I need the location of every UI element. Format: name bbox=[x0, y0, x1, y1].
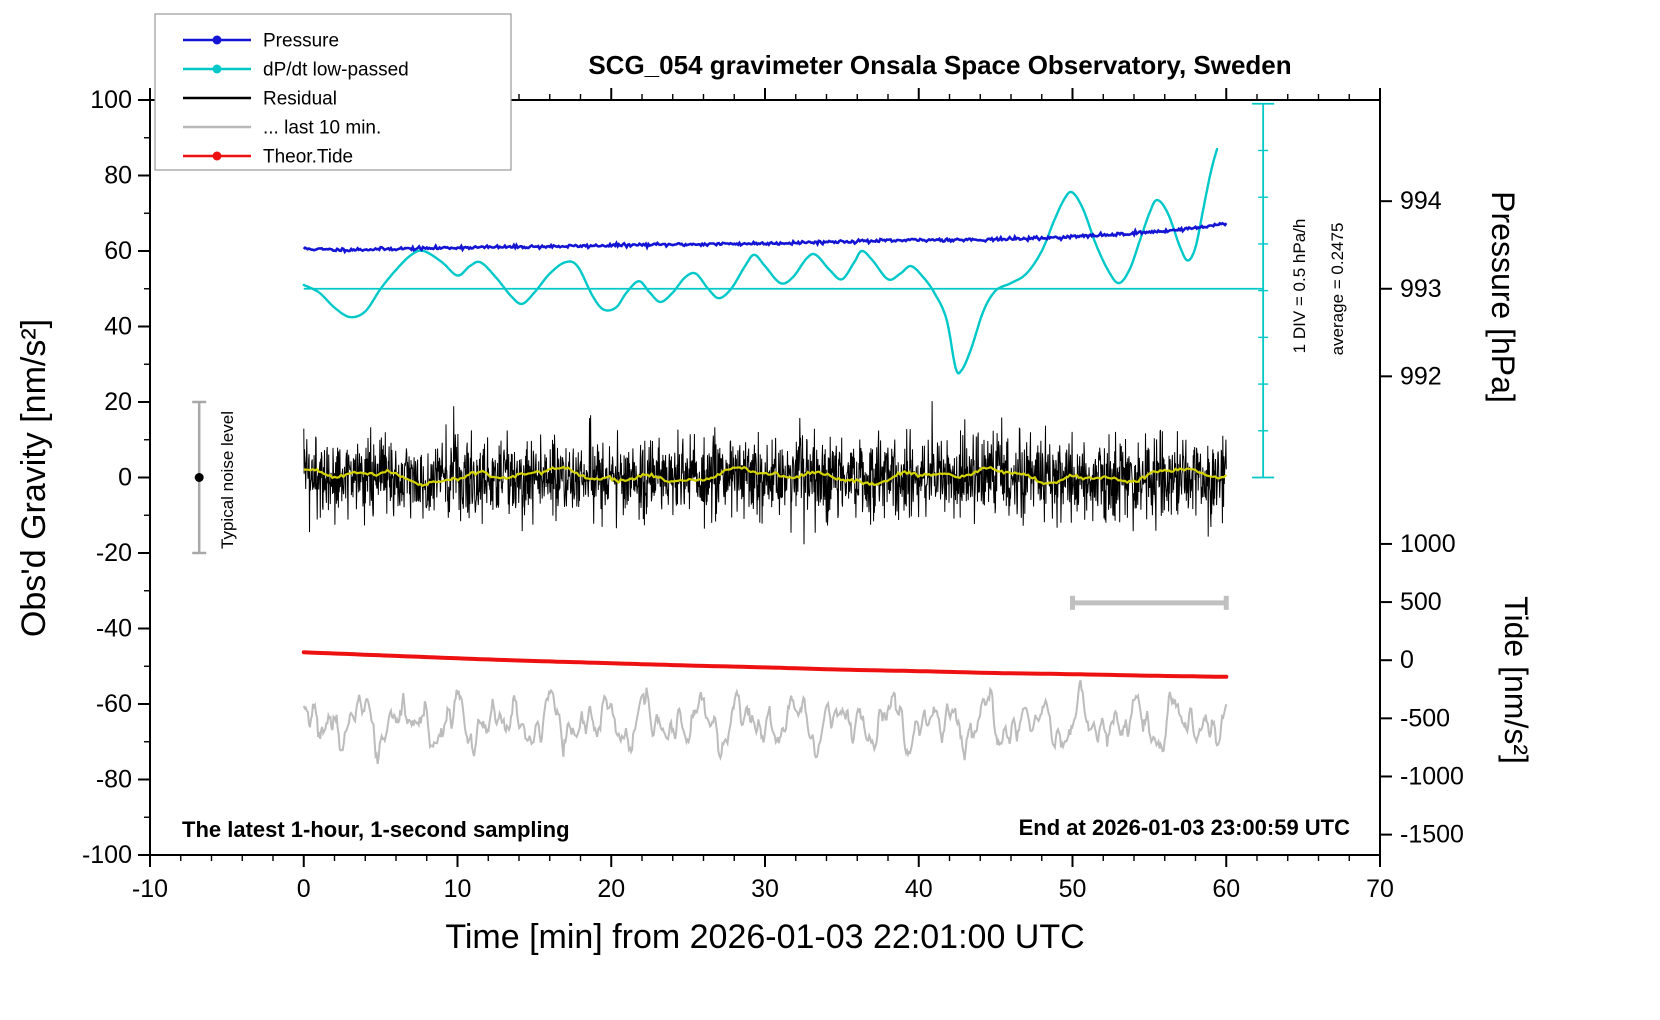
tide-tick-label: -1500 bbox=[1400, 821, 1464, 849]
y-tick-label: -100 bbox=[82, 841, 132, 869]
series-residual_mean bbox=[303, 465, 1228, 487]
y-tick-label: 0 bbox=[118, 464, 132, 492]
legend-label-residual: Residual bbox=[263, 89, 337, 110]
x-tick-label: 10 bbox=[444, 875, 472, 903]
right-axis-ticks: 994 993 992 1000 500 0 -500 -1000 -1500 bbox=[1380, 187, 1464, 849]
y-axis-ticks: -100 -80 -60 -40 -20 0 20 40 60 80 100 bbox=[82, 86, 150, 869]
tide-tick-label: -500 bbox=[1400, 704, 1450, 732]
chart-axes: -10 0 10 20 30 40 50 60 70-100-80-60-40-20020406… bbox=[82, 86, 1464, 903]
y-tick-label: -40 bbox=[96, 615, 132, 643]
series-pressure bbox=[302, 221, 1228, 255]
y-tick-label: 100 bbox=[90, 86, 132, 114]
tide-tick-label: -1000 bbox=[1400, 762, 1464, 790]
y-tick-label: 80 bbox=[104, 162, 132, 190]
legend-label-tide: Theor.Tide bbox=[263, 147, 353, 168]
series-tide bbox=[301, 650, 1229, 679]
sampling-note: The latest 1-hour, 1-second sampling bbox=[182, 817, 570, 842]
x-tick-label: 0 bbox=[297, 875, 311, 903]
x-tick-label: 30 bbox=[751, 875, 779, 903]
x-axis-label: Time [min] from 2026-01-03 22:01:00 UTC bbox=[445, 918, 1084, 956]
x-tick-label: 70 bbox=[1366, 875, 1394, 903]
x-axis-ticks: -10 0 10 20 30 40 50 60 70 bbox=[132, 88, 1394, 903]
chart-title: SCG_054 gravimeter Onsala Space Observat… bbox=[588, 50, 1291, 80]
div-scale-note: 1 DIV = 0.5 hPa/h bbox=[1290, 219, 1309, 354]
noise-level-note: Typical noise level bbox=[218, 411, 237, 549]
legend-marker-dpdt bbox=[212, 64, 222, 74]
y-axis-label-pressure: Pressure [hPa] bbox=[1485, 191, 1521, 403]
y-tick-label: -60 bbox=[96, 690, 132, 718]
legend-label-last10: ... last 10 min. bbox=[263, 118, 381, 139]
legend-item-last10: ... last 10 min. bbox=[183, 118, 381, 139]
x-tick-label: 40 bbox=[905, 875, 933, 903]
legend-marker-tide bbox=[212, 151, 222, 161]
series-noise_level bbox=[192, 400, 207, 555]
pressure-tick-label: 994 bbox=[1400, 187, 1442, 215]
tide-tick-label: 1000 bbox=[1400, 530, 1456, 558]
legend-label-pressure: Pressure bbox=[263, 31, 339, 52]
x-tick-label: 60 bbox=[1212, 875, 1240, 903]
series-last10 bbox=[302, 679, 1228, 765]
series-span_bar bbox=[1070, 595, 1229, 610]
tide-tick-label: 500 bbox=[1400, 588, 1442, 616]
y-tick-label: -80 bbox=[96, 766, 132, 794]
series-dpdt_scale bbox=[1252, 102, 1275, 479]
y-tick-label: 20 bbox=[104, 388, 132, 416]
x-tick-label: -10 bbox=[132, 875, 168, 903]
legend-item-dpdt: dP/dt low-passed bbox=[183, 60, 409, 81]
legend-item-residual: Residual bbox=[183, 89, 337, 110]
x-tick-label: 20 bbox=[597, 875, 625, 903]
series-dpdt bbox=[302, 147, 1219, 375]
pressure-tick-label: 992 bbox=[1400, 362, 1442, 390]
y-axis-label-gravity: Obs'd Gravity [nm/s²] bbox=[15, 319, 53, 637]
average-note: average = 0.2475 bbox=[1328, 223, 1347, 356]
legend-item-pressure: Pressure bbox=[183, 31, 339, 52]
y-tick-label: -20 bbox=[96, 539, 132, 567]
chart-series bbox=[192, 102, 1275, 765]
legend-item-tide: Theor.Tide bbox=[183, 147, 353, 168]
legend-marker-pressure bbox=[212, 35, 222, 45]
y-axis-label-tide: Tide [nm/s²] bbox=[1498, 596, 1534, 764]
end-time-note: End at 2026-01-03 23:00:59 UTC bbox=[1019, 815, 1350, 840]
legend-label-dpdt: dP/dt low-passed bbox=[263, 60, 409, 81]
legend: Pressure dP/dt low-passed Residual ... l… bbox=[154, 13, 512, 171]
y-tick-label: 40 bbox=[104, 313, 132, 341]
series-residual bbox=[303, 401, 1227, 545]
y-tick-label: 60 bbox=[104, 237, 132, 265]
x-tick-label: 50 bbox=[1059, 875, 1087, 903]
pressure-tick-label: 993 bbox=[1400, 275, 1442, 303]
tide-tick-label: 0 bbox=[1400, 646, 1414, 674]
